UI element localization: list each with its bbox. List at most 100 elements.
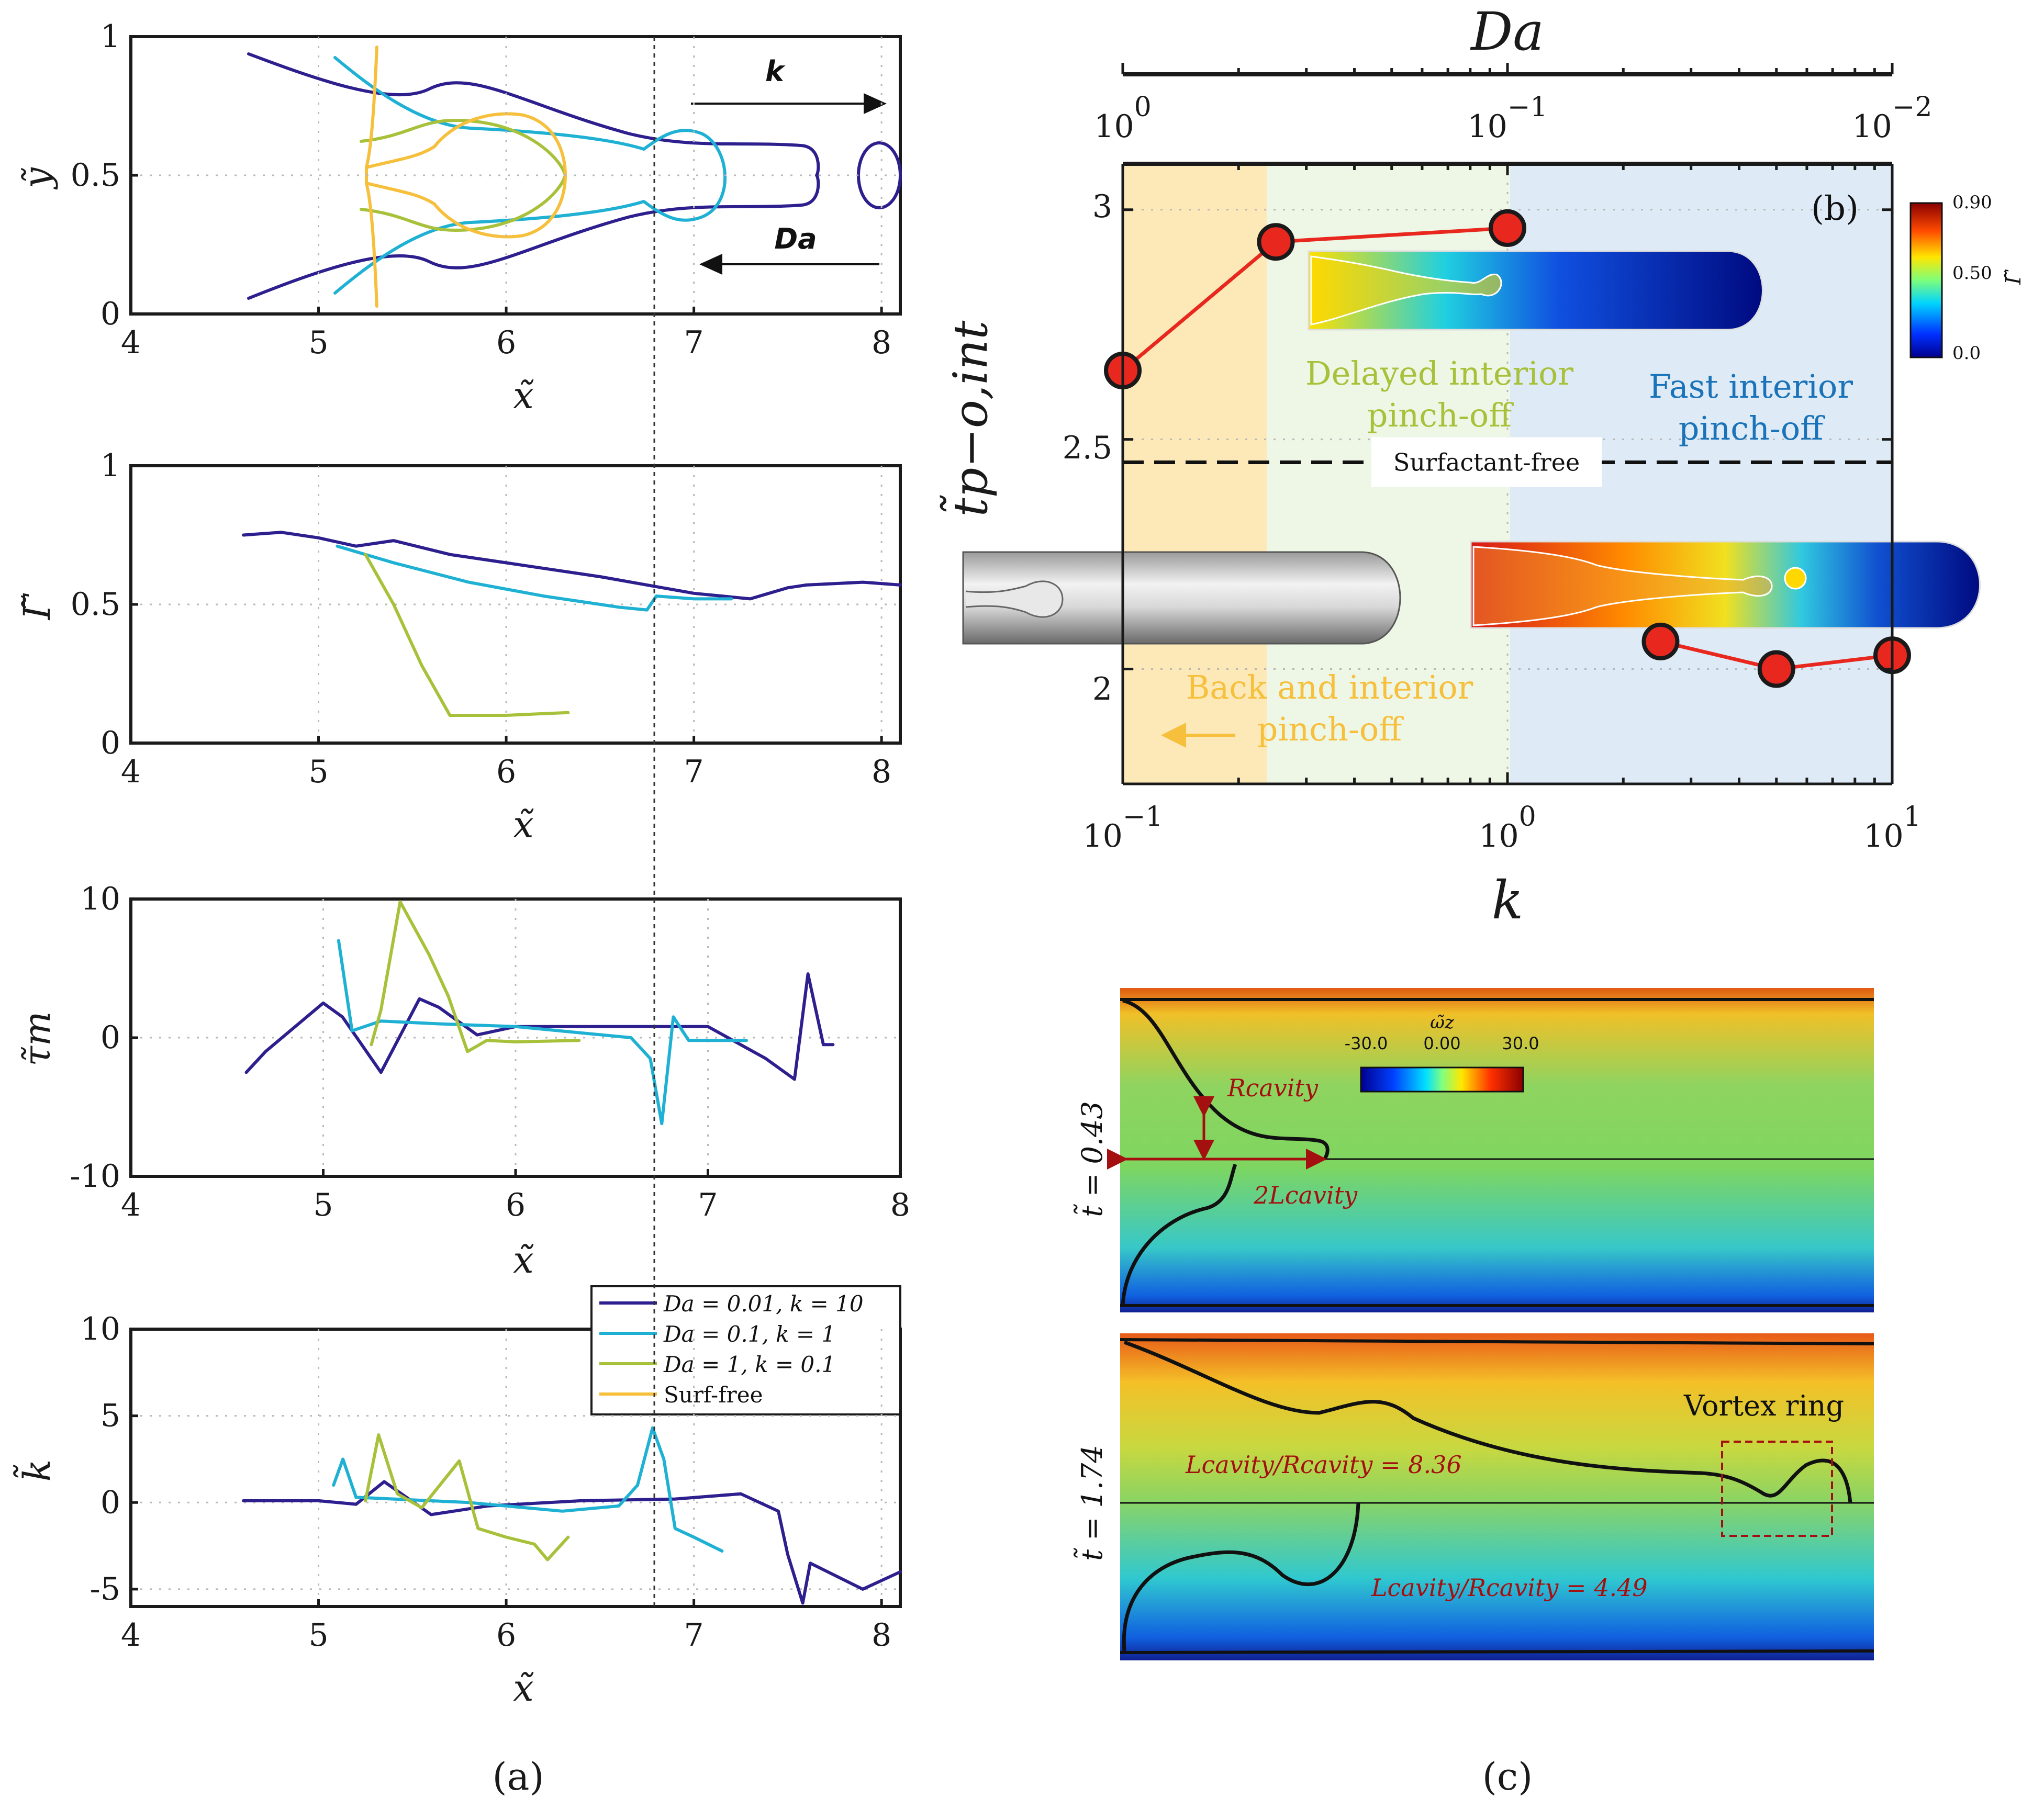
series-line-1 <box>244 972 835 1081</box>
y-tick-label: 0 <box>100 296 120 332</box>
y-tick-label: 0 <box>100 725 120 761</box>
L-label: 2Lcavity <box>1253 1181 1358 1209</box>
axes-box <box>129 464 902 745</box>
x-tick-label: 6 <box>506 1187 526 1223</box>
ratio-label-1: Lcavity/Rcavity = 8.36 <box>1185 1451 1462 1479</box>
x-tick-label: 5 <box>308 1617 328 1654</box>
bubble-cavity <box>1310 255 1502 325</box>
bubble-delayed-image <box>1308 250 1763 331</box>
tick-base: 10 <box>1852 108 1892 145</box>
bubble-cavity <box>1472 546 1773 626</box>
cavity-interface-lower <box>1121 1163 1237 1306</box>
x-tick-label: 8 <box>872 324 891 361</box>
tick-exp: 0 <box>1134 92 1152 123</box>
series-line-1 <box>242 1480 902 1605</box>
y-tick-label: 0.5 <box>71 157 120 194</box>
k-arrow-label: k <box>765 55 786 88</box>
x-tick-label: 8 <box>872 1617 891 1654</box>
x-tick-label: 5 <box>308 324 328 361</box>
vortex-ring-label: Vortex ring <box>1683 1389 1844 1422</box>
y-axis-label: τ̃m <box>16 1011 59 1066</box>
vorticity-field <box>1120 988 1874 1312</box>
bubble-body <box>1308 250 1763 331</box>
y-axis-label: t̃p−o,int <box>939 320 998 517</box>
legend-item: Da = 1, k = 0.1 <box>663 1352 835 1377</box>
x-axis-label: x̃ <box>513 1239 533 1282</box>
y-tick-label: 10 <box>81 1311 120 1347</box>
pinchoff-point <box>1257 223 1295 261</box>
region-label-back: Back and interior <box>1186 668 1473 706</box>
tick-exp: 1 <box>1904 801 1921 833</box>
x-tick-label: 100 <box>1479 801 1536 855</box>
top-tick-label: 100 <box>1094 92 1151 145</box>
tick-exp: 0 <box>1519 801 1536 833</box>
shape-da01 <box>333 56 727 295</box>
wall-top <box>1120 1338 1874 1345</box>
y-tick-label: -10 <box>70 1158 120 1195</box>
tick-base: 10 <box>1863 818 1903 855</box>
pinchoff-point <box>1489 209 1526 247</box>
x-tick-label: 7 <box>684 324 704 361</box>
x-tick-label: 5 <box>308 754 328 790</box>
flow-frame-2: Vortex ring Lcavity/Rcavity = 8.36 Lcavi… <box>1073 1333 1874 1660</box>
time-label-2: t̃ = 1.74 <box>1073 1445 1109 1561</box>
x-tick-label: 7 <box>684 1617 704 1654</box>
series-line-3 <box>364 1433 570 1561</box>
y-tick-label: 0.5 <box>71 586 120 623</box>
surfactant-free-box <box>1371 437 1602 487</box>
cavity-interface-upper <box>1122 998 1330 1161</box>
cavity-interface-lower <box>1122 1502 1360 1652</box>
panel-tag: (b) <box>1811 189 1859 228</box>
y-axis-label: Γ̃ <box>16 593 59 621</box>
vorticity-cb-mid: 0.00 <box>1423 1033 1460 1053</box>
x-tick-label: 10−1 <box>1082 801 1163 855</box>
bubble-satellite <box>1784 567 1807 590</box>
x-tick-label: 6 <box>496 754 516 790</box>
x-tick-label: 5 <box>313 1187 333 1223</box>
colorbar-min: 0.0 <box>1952 343 1981 364</box>
surfactant-free-label: Surfactant-free <box>1393 448 1580 477</box>
panel-b: Da 100 10−1 10−2 Surfactant-free Delayed… <box>939 1 2026 931</box>
colorbar-label: Γ̃ <box>2002 269 2026 285</box>
top-tick-labels: 100 10−1 10−2 <box>1094 92 1932 145</box>
x-tick-label: 6 <box>496 1617 516 1654</box>
caption-c: (c) <box>1482 1755 1533 1799</box>
legend-item: Da = 0.01, k = 10 <box>663 1291 864 1317</box>
region-label-back: pinch-off <box>1257 710 1404 748</box>
y-tick-label: 3 <box>1092 188 1112 225</box>
tick-base: 10 <box>1094 108 1134 145</box>
y-tick-label: -5 <box>90 1571 120 1608</box>
x-tick-label: 101 <box>1863 801 1920 855</box>
region-label-fast: pinch-off <box>1679 409 1825 447</box>
tick-exp: −2 <box>1892 92 1933 123</box>
time-label-1: t̃ = 0.43 <box>1073 1101 1109 1217</box>
y-tick-label: 5 <box>100 1398 120 1434</box>
tick-exp: −1 <box>1507 92 1548 123</box>
series-line-2 <box>336 544 733 612</box>
caption-a: (a) <box>492 1755 544 1799</box>
tick-base: 10 <box>1082 818 1122 855</box>
vorticity-cb-max: 30.0 <box>1502 1033 1539 1053</box>
region-back-interior <box>1123 164 1267 784</box>
colorbar-max: 0.90 <box>1952 192 1992 213</box>
subplot-stress: x̃ τ̃m 4 5 6 7 8 -10 0 10 <box>16 881 910 1282</box>
cavity-interface-upper <box>1123 1340 1852 1503</box>
subplot-gamma: x̃ Γ̃ 4 5 6 7 8 0 0.5 1 <box>16 447 902 846</box>
panel-c: Rcavity 2Lcavity -30.0 0.00 30.0 ω̃z t̃ … <box>1073 988 1874 1799</box>
R-label: Rcavity <box>1227 1074 1319 1102</box>
x-tick-label: 4 <box>121 754 141 790</box>
y-tick-label: 1 <box>100 447 120 484</box>
series-line-2 <box>337 939 748 1126</box>
bubble-cavity <box>965 580 1064 618</box>
tick-exp: −1 <box>1123 801 1163 833</box>
legend: Da = 0.01, k = 10 Da = 0.1, k = 1 Da = 1… <box>590 1285 901 1415</box>
series-line-2 <box>332 1426 724 1553</box>
shape-da001 <box>247 52 820 300</box>
x-tick-label: 4 <box>121 324 141 361</box>
x-tick-label: 6 <box>496 324 516 361</box>
x-tick-label: 8 <box>890 1187 910 1223</box>
tick-base: 10 <box>1479 818 1518 855</box>
series-line-3 <box>364 553 570 717</box>
axes-box <box>129 35 902 316</box>
